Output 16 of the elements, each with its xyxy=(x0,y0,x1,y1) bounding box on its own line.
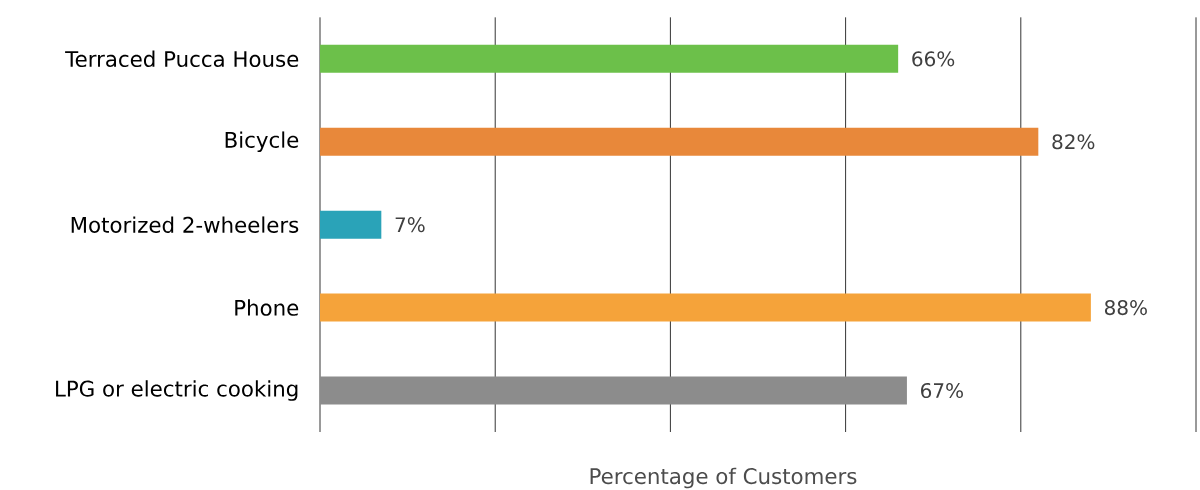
data-label: 82% xyxy=(1052,134,1095,150)
y-tick-label: Motorized 2-wheelers xyxy=(71,216,299,233)
bar xyxy=(320,293,1091,322)
bar xyxy=(320,44,899,73)
bar xyxy=(320,127,1039,156)
y-tick-label: Terraced Pucca House xyxy=(65,50,299,68)
bar xyxy=(320,376,907,405)
y-tick-label: Phone xyxy=(235,299,299,316)
data-label: 88% xyxy=(1104,300,1147,316)
y-tick-label: LPG or electric cooking xyxy=(56,380,298,401)
bar xyxy=(320,210,382,239)
data-label: 7% xyxy=(395,217,425,233)
x-axis-title: Percentage of Customers xyxy=(590,467,857,489)
data-label: 66% xyxy=(912,51,955,67)
data-label: 67% xyxy=(921,382,963,399)
y-tick-label: Bicycle xyxy=(225,131,299,153)
